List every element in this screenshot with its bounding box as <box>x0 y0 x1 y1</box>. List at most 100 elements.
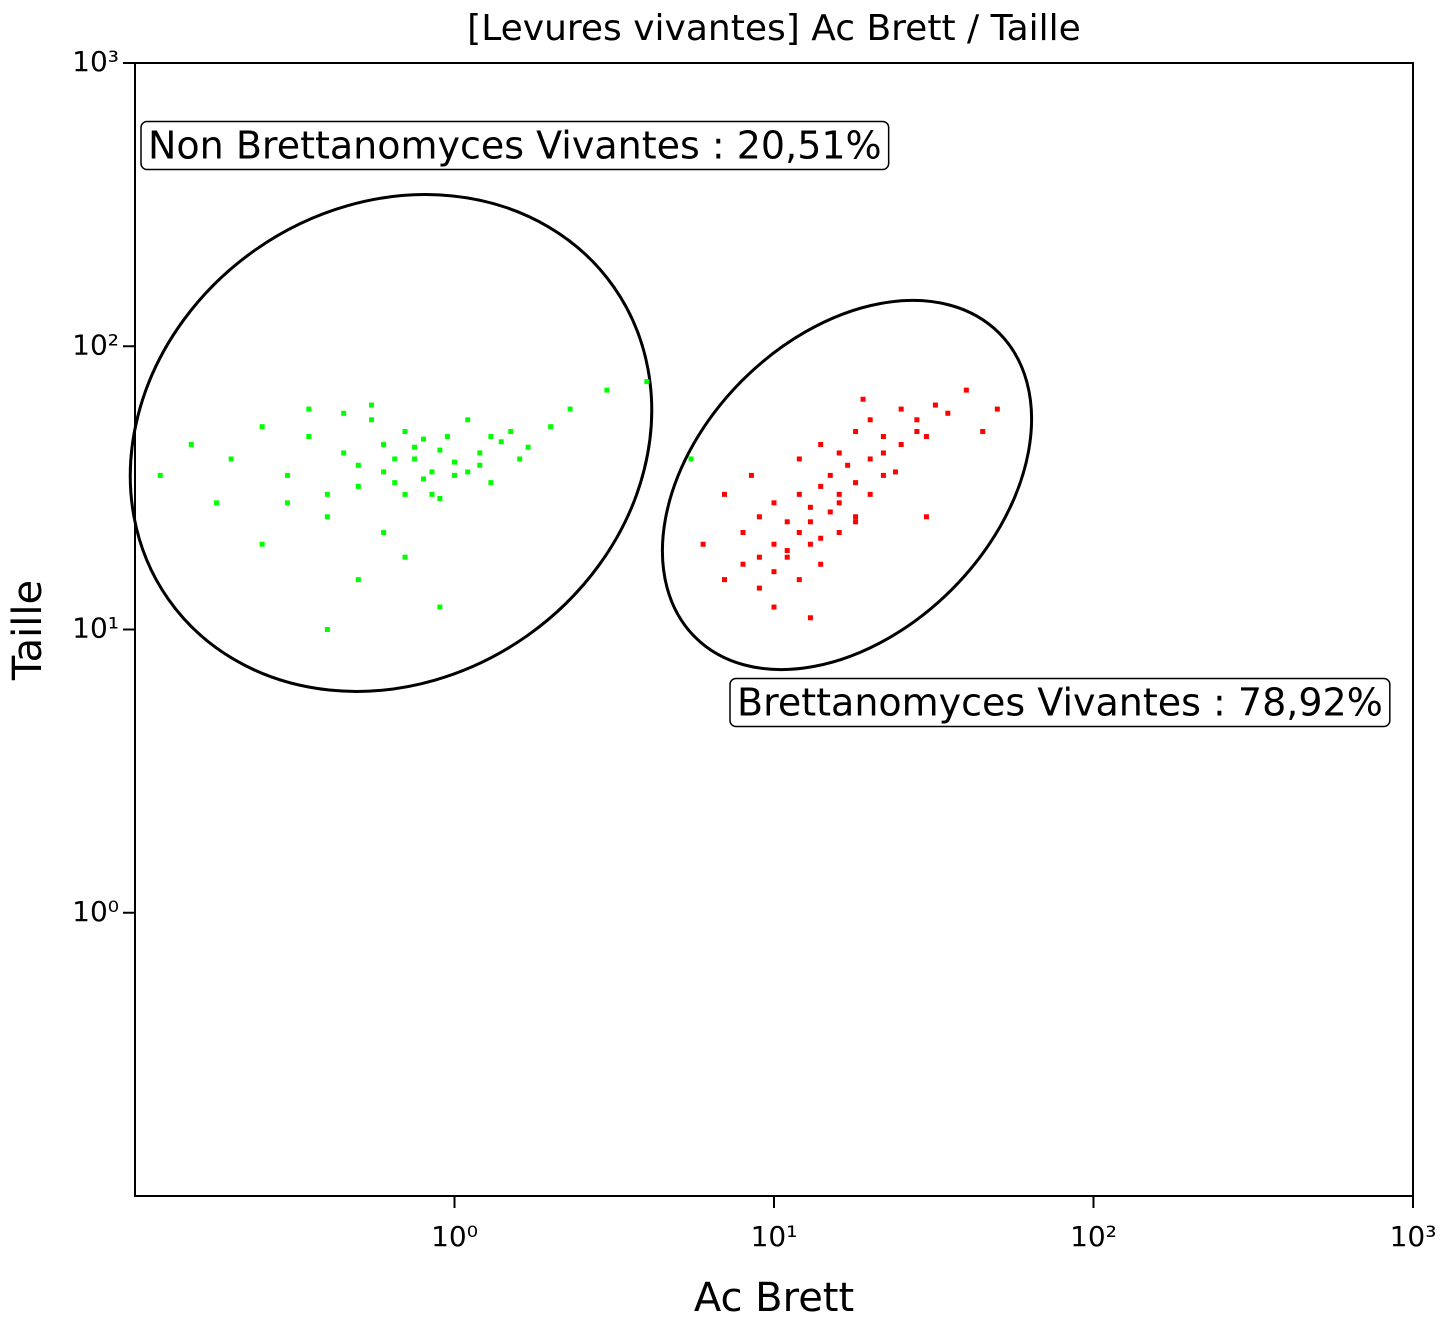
point <box>437 604 443 610</box>
point <box>392 456 398 462</box>
point <box>324 627 330 632</box>
annotation-box <box>729 677 1391 728</box>
point <box>807 615 813 621</box>
point <box>867 491 873 497</box>
point <box>369 402 375 408</box>
point <box>818 561 824 567</box>
point <box>898 441 904 447</box>
point <box>421 476 427 482</box>
point <box>827 472 833 478</box>
annotation-box <box>140 120 890 171</box>
x-tick-label: 10³ <box>1390 1220 1437 1253</box>
x-tick-label: 10⁰ <box>431 1220 478 1253</box>
point <box>923 514 929 520</box>
point <box>722 577 728 583</box>
point <box>429 491 435 497</box>
point <box>807 519 813 525</box>
annotation: Non Brettanomyces Vivantes : 20,51% <box>148 124 882 168</box>
point <box>914 417 920 423</box>
point <box>853 429 859 435</box>
point <box>756 514 762 520</box>
point <box>355 483 361 489</box>
point <box>402 554 408 560</box>
y-tick-label: 10⁰ <box>72 895 119 928</box>
y-tick-label: 10³ <box>72 45 119 78</box>
point <box>324 491 330 497</box>
point <box>604 387 610 393</box>
x-tick-label: 10² <box>1070 1220 1117 1253</box>
point <box>421 436 427 442</box>
point <box>860 396 866 402</box>
point <box>324 514 330 520</box>
point <box>796 491 802 497</box>
point <box>381 441 387 447</box>
chart-title: [Levures vivantes] Ac Brett / Taille <box>467 8 1081 49</box>
point <box>341 410 347 416</box>
point <box>994 406 1000 412</box>
y-axis-label: Taille <box>5 580 51 681</box>
point <box>412 444 418 450</box>
point <box>818 441 824 447</box>
point <box>525 444 531 450</box>
point <box>867 417 873 423</box>
point <box>880 434 886 440</box>
point <box>306 406 312 412</box>
point <box>688 456 694 462</box>
point <box>259 541 265 547</box>
point <box>880 472 886 478</box>
point <box>923 434 929 440</box>
point <box>892 469 898 475</box>
point <box>477 462 483 468</box>
point <box>157 472 163 478</box>
point <box>477 450 483 456</box>
point <box>402 491 408 497</box>
point <box>784 554 790 560</box>
point <box>567 406 573 412</box>
point <box>381 530 387 536</box>
point <box>880 450 886 456</box>
point <box>853 519 859 525</box>
point <box>465 417 471 423</box>
point <box>392 480 398 486</box>
point <box>818 535 824 541</box>
point <box>488 480 494 486</box>
point <box>836 491 842 497</box>
point <box>412 456 418 462</box>
point <box>452 472 457 478</box>
point <box>700 541 706 547</box>
point <box>355 577 361 583</box>
points <box>157 379 1000 632</box>
point <box>818 483 824 489</box>
y-tick-label: 10¹ <box>72 612 119 645</box>
point <box>498 439 504 445</box>
point <box>228 456 234 462</box>
point <box>341 450 347 456</box>
point <box>488 434 494 440</box>
point <box>756 585 762 591</box>
point <box>740 530 746 536</box>
point <box>845 462 851 468</box>
point <box>214 500 220 506</box>
point <box>796 577 802 583</box>
point <box>259 424 265 430</box>
point <box>898 406 904 412</box>
x-tick-label: 10¹ <box>751 1220 798 1253</box>
point <box>444 434 450 440</box>
point <box>644 379 650 385</box>
point <box>827 509 833 515</box>
point <box>548 424 554 430</box>
x-axis-label: Ac Brett <box>694 1275 854 1321</box>
point <box>188 441 194 447</box>
point <box>963 387 969 393</box>
point <box>465 469 471 475</box>
gate-brett <box>660 298 1034 672</box>
point <box>740 561 746 567</box>
point <box>306 434 312 440</box>
point <box>796 456 802 462</box>
gate-non-brett <box>128 193 654 693</box>
point <box>784 519 790 525</box>
point <box>771 569 777 575</box>
point <box>284 500 290 506</box>
point <box>796 530 802 536</box>
point <box>771 500 777 506</box>
